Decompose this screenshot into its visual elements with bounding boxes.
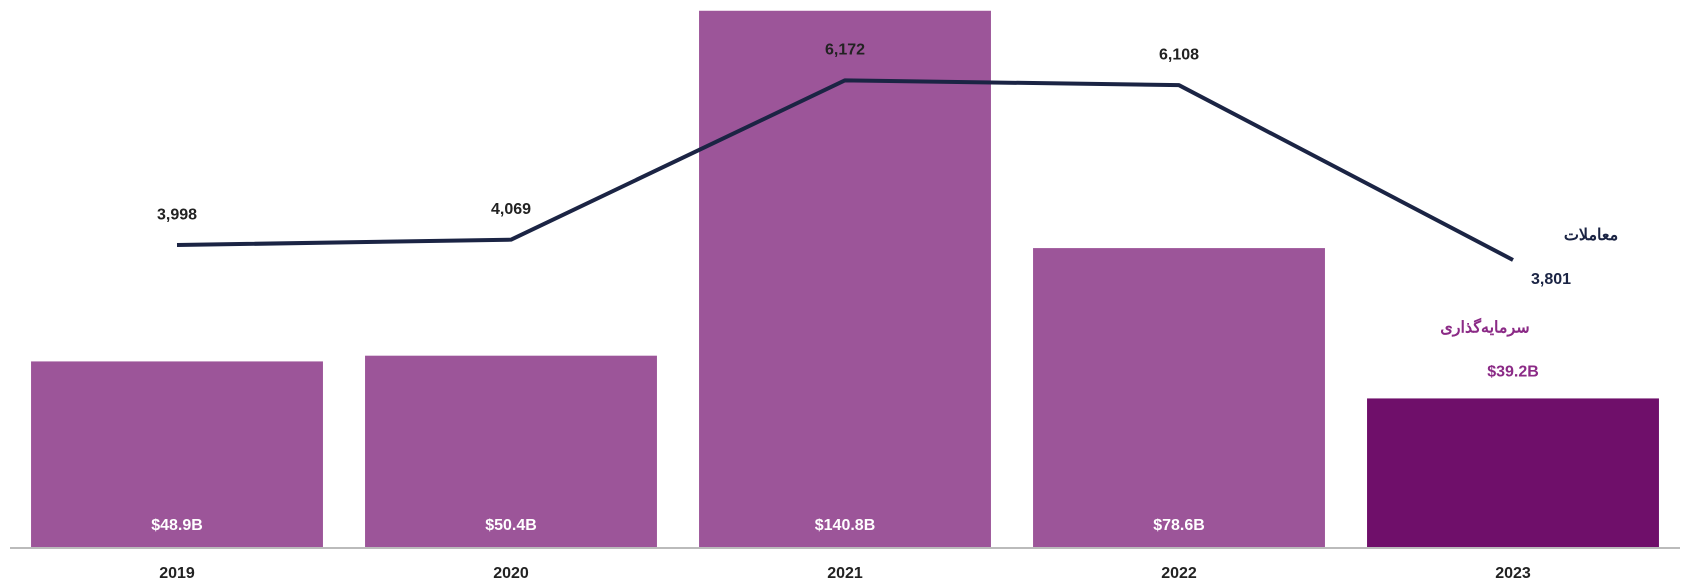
bar-value-label: $50.4B: [485, 517, 537, 534]
bar: [1367, 398, 1659, 548]
x-tick-label: 2020: [493, 565, 529, 582]
bar: [365, 355, 657, 548]
x-tick-label: 2019: [159, 565, 195, 582]
legend-label: سرمایه‌گذاری: [1440, 318, 1529, 338]
bar-value-label: $48.9B: [151, 517, 203, 534]
line-value-label: 3,998: [157, 206, 197, 223]
bar: [31, 361, 323, 548]
x-tick-label: 2021: [827, 565, 863, 582]
line: [176, 78, 1514, 262]
bar-value-label: $39.2B: [1487, 364, 1539, 381]
bar: [699, 10, 991, 548]
legend-label: معاملات: [1564, 227, 1618, 244]
x-tick-label: 2022: [1161, 565, 1197, 582]
bar: [1033, 248, 1325, 548]
line-value-label: 4,069: [491, 201, 531, 218]
line-value-label: 6,108: [1159, 46, 1199, 63]
bar-value-label: $78.6B: [1153, 517, 1205, 534]
x-tick-label: 2023: [1495, 565, 1531, 582]
line-value-label: 6,172: [825, 42, 865, 59]
bar-value-label: $140.8B: [815, 517, 876, 534]
line-value-label: 3,801: [1531, 271, 1571, 288]
